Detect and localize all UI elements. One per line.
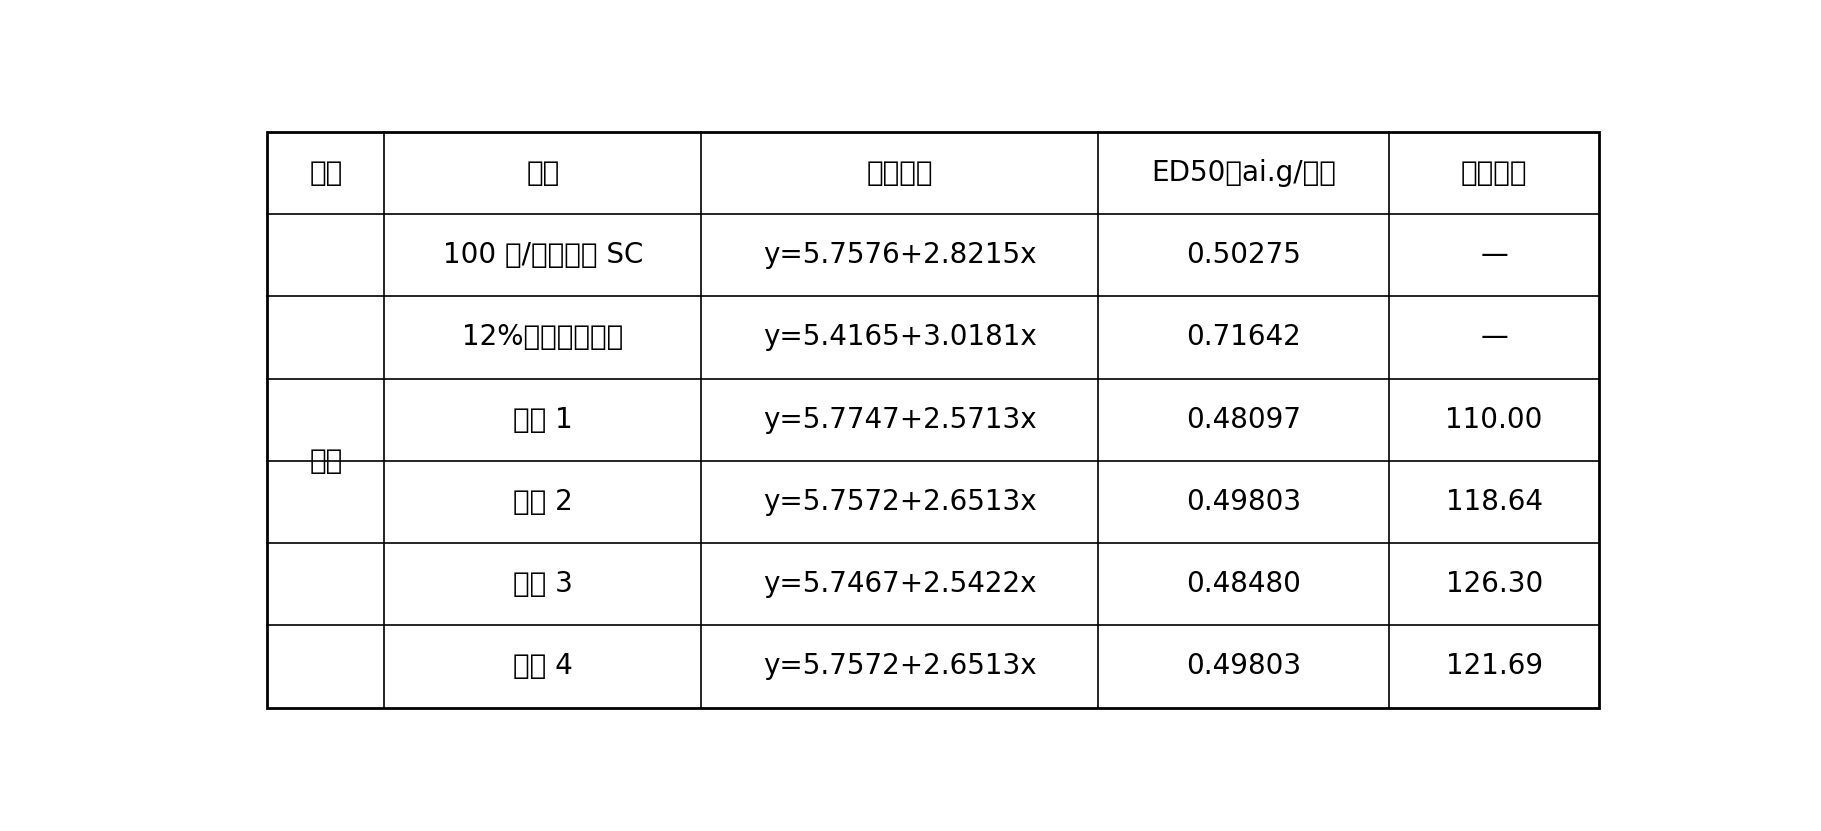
Text: —: —	[1480, 241, 1508, 269]
Text: 药剂: 药剂	[526, 159, 559, 187]
Text: 杂草: 杂草	[310, 159, 342, 187]
Text: —: —	[1480, 323, 1508, 352]
Text: y=5.4165+3.0181x: y=5.4165+3.0181x	[763, 323, 1036, 352]
Text: 0.48097: 0.48097	[1185, 406, 1302, 434]
Text: y=5.7467+2.5422x: y=5.7467+2.5422x	[763, 570, 1036, 598]
Text: 稗草: 稗草	[310, 447, 342, 475]
Text: 110.00: 110.00	[1446, 406, 1542, 434]
Text: 126.30: 126.30	[1446, 570, 1542, 598]
Text: 0.49803: 0.49803	[1185, 488, 1302, 516]
Text: 实例 3: 实例 3	[514, 570, 574, 598]
Text: 0.49803: 0.49803	[1185, 652, 1302, 681]
Text: 0.48480: 0.48480	[1185, 570, 1302, 598]
Text: 0.50275: 0.50275	[1185, 241, 1302, 269]
Bar	[268, 132, 1599, 708]
Text: 12%噁嗪草酮乳油: 12%噁嗪草酮乳油	[463, 323, 623, 352]
Text: y=5.7572+2.6513x: y=5.7572+2.6513x	[763, 488, 1036, 516]
Text: 0.71642: 0.71642	[1185, 323, 1300, 352]
Text: 实例 1: 实例 1	[514, 406, 574, 434]
Text: 实例 2: 实例 2	[514, 488, 574, 516]
Text: y=5.7576+2.8215x: y=5.7576+2.8215x	[763, 241, 1036, 269]
Text: 118.64: 118.64	[1446, 488, 1542, 516]
Text: y=5.7747+2.5713x: y=5.7747+2.5713x	[763, 406, 1036, 434]
Text: 共毒系数: 共毒系数	[1460, 159, 1528, 187]
Text: 实例 4: 实例 4	[514, 652, 574, 681]
Text: 121.69: 121.69	[1446, 652, 1542, 681]
Text: ED50（ai.g/亩）: ED50（ai.g/亩）	[1151, 159, 1337, 187]
Text: y=5.7572+2.6513x: y=5.7572+2.6513x	[763, 652, 1036, 681]
Text: 100 克/升双草醚 SC: 100 克/升双草醚 SC	[443, 241, 643, 269]
Text: 回归直线: 回归直线	[867, 159, 932, 187]
